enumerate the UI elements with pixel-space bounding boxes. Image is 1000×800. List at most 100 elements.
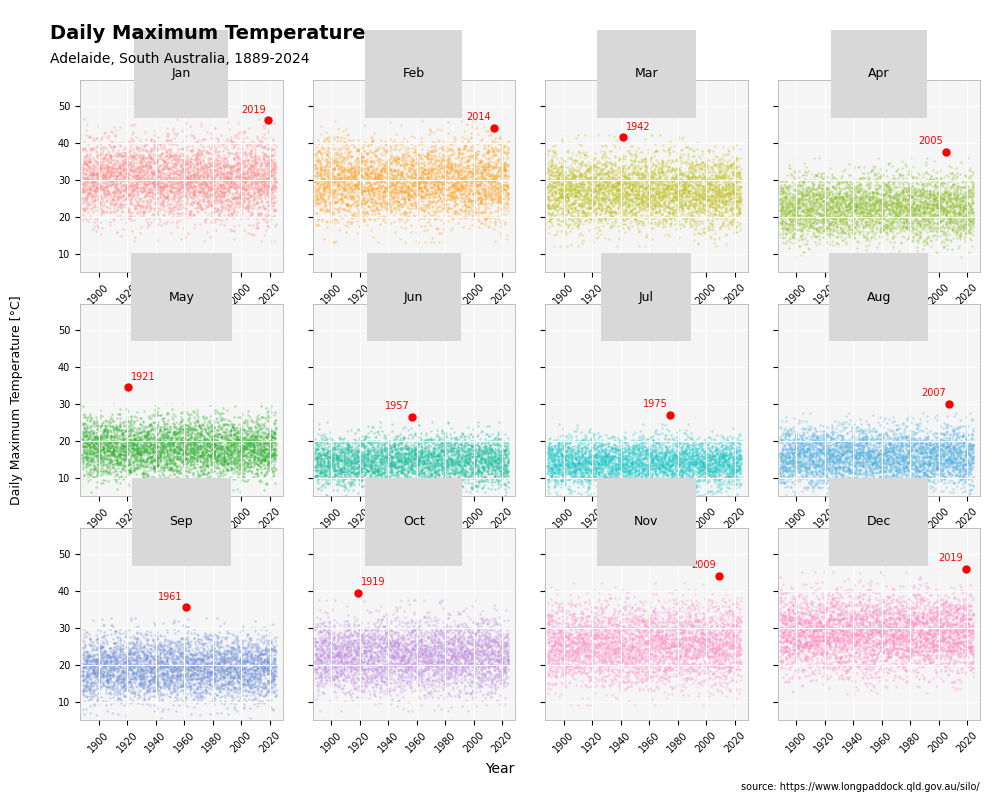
Point (712, 670, 728, 683)
Point (261, 675, 277, 688)
Point (335, 473, 351, 486)
Point (556, 215, 572, 228)
Point (685, 473, 701, 486)
Point (146, 179, 162, 192)
Point (96, 444, 112, 457)
Point (446, 130, 462, 143)
Point (813, 646, 829, 659)
Point (447, 661, 463, 674)
Point (630, 464, 646, 477)
Point (950, 603, 966, 616)
Point (591, 622, 607, 634)
Point (905, 664, 921, 677)
Point (236, 655, 252, 668)
Point (660, 688, 676, 701)
Point (358, 650, 374, 662)
Point (200, 666, 216, 679)
Point (392, 453, 408, 466)
Point (99, 194, 115, 207)
Point (610, 170, 626, 183)
Point (832, 643, 848, 656)
Point (129, 633, 145, 646)
Point (671, 459, 687, 472)
Point (542, 659, 558, 672)
Point (570, 180, 586, 193)
Point (246, 470, 262, 483)
Point (722, 174, 738, 186)
Point (631, 443, 647, 456)
Point (443, 436, 459, 449)
Point (658, 179, 674, 192)
Point (876, 190, 892, 202)
Point (331, 463, 347, 476)
Point (584, 588, 600, 601)
Point (562, 443, 578, 456)
Point (914, 645, 930, 658)
Point (313, 675, 329, 688)
Point (114, 149, 130, 162)
Point (929, 596, 945, 609)
Point (103, 134, 119, 147)
Point (819, 220, 835, 233)
Point (240, 651, 256, 664)
Point (617, 176, 633, 189)
Point (216, 447, 232, 460)
Point (828, 201, 844, 214)
Point (706, 461, 722, 474)
Point (213, 669, 229, 682)
Point (807, 626, 823, 639)
Point (390, 152, 406, 165)
Point (571, 471, 587, 484)
Point (482, 632, 498, 645)
Point (252, 162, 268, 175)
Point (889, 214, 905, 227)
Point (588, 174, 604, 186)
Point (871, 198, 887, 211)
Point (474, 216, 490, 229)
Point (803, 209, 819, 222)
Point (795, 222, 811, 234)
Point (163, 150, 179, 162)
Point (219, 456, 235, 469)
Point (127, 451, 143, 464)
Point (370, 625, 386, 638)
Point (437, 487, 453, 500)
Point (333, 478, 349, 491)
Point (192, 136, 208, 149)
Point (564, 198, 580, 210)
Point (796, 218, 812, 231)
Point (832, 455, 848, 468)
Point (618, 659, 634, 672)
Point (98, 170, 114, 182)
Point (875, 623, 891, 636)
Point (787, 650, 803, 662)
Point (965, 186, 981, 198)
Point (340, 442, 356, 455)
Point (83, 674, 99, 686)
Point (92, 164, 108, 177)
Point (127, 654, 143, 666)
Point (145, 662, 161, 675)
Point (415, 651, 431, 664)
Point (861, 601, 877, 614)
Point (817, 213, 833, 226)
Point (390, 680, 406, 693)
Point (855, 439, 871, 452)
Point (418, 677, 434, 690)
Point (348, 200, 364, 213)
Point (373, 614, 389, 626)
Point (897, 628, 913, 641)
Point (671, 185, 687, 198)
Point (842, 631, 858, 644)
Point (156, 661, 172, 674)
Point (178, 154, 194, 166)
Point (948, 186, 964, 198)
Point (333, 446, 349, 458)
Point (119, 410, 135, 423)
Point (189, 166, 205, 179)
Point (126, 410, 142, 422)
Point (370, 650, 386, 662)
Point (346, 466, 362, 479)
Point (395, 664, 411, 677)
Point (314, 645, 330, 658)
